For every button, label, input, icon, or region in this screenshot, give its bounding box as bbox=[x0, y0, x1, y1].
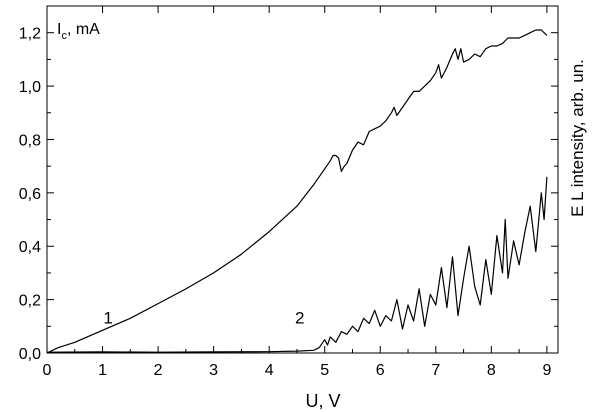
x-tick-label: 8 bbox=[487, 362, 496, 379]
x-tick-label: 7 bbox=[431, 362, 440, 379]
x-tick-label: 9 bbox=[542, 362, 551, 379]
y-tick-label: 0,4 bbox=[19, 239, 41, 256]
y-tick-label: 0,2 bbox=[19, 293, 41, 310]
y-axis-label: Ic, mA bbox=[57, 21, 100, 42]
x-tick-label: 0 bbox=[43, 362, 52, 379]
y-tick-label: 1,0 bbox=[19, 79, 41, 96]
right-axis-label: E L intensity, arb. un. bbox=[568, 59, 587, 217]
y-axis-label-main: I bbox=[57, 21, 61, 38]
x-tick-label: 1 bbox=[98, 362, 107, 379]
y-axis-label-sub: c bbox=[61, 30, 67, 42]
y-tick-label: 0,8 bbox=[19, 132, 41, 149]
y-tick-label: 0,0 bbox=[19, 346, 41, 363]
plot-area bbox=[46, 5, 559, 354]
y-axis-label-unit: , mA bbox=[67, 21, 100, 38]
series-label-1: 1 bbox=[103, 309, 112, 328]
x-tick-label: 3 bbox=[209, 362, 218, 379]
y-axis-ticks: 0,0 0,2 0,4 0,6 0,8 1,0 1,2 bbox=[19, 5, 558, 363]
x-tick-label: 5 bbox=[320, 362, 329, 379]
x-tick-label: 6 bbox=[376, 362, 385, 379]
x-tick-label: 4 bbox=[265, 362, 274, 379]
y-tick-label: 0,6 bbox=[19, 186, 41, 203]
series-line-1 bbox=[46, 29, 548, 354]
series-line-2 bbox=[46, 176, 548, 353]
y-tick-label: 1,2 bbox=[19, 26, 41, 43]
x-tick-label: 2 bbox=[154, 362, 163, 379]
x-axis-label: U, V bbox=[305, 391, 340, 411]
series-label-2: 2 bbox=[295, 309, 304, 328]
